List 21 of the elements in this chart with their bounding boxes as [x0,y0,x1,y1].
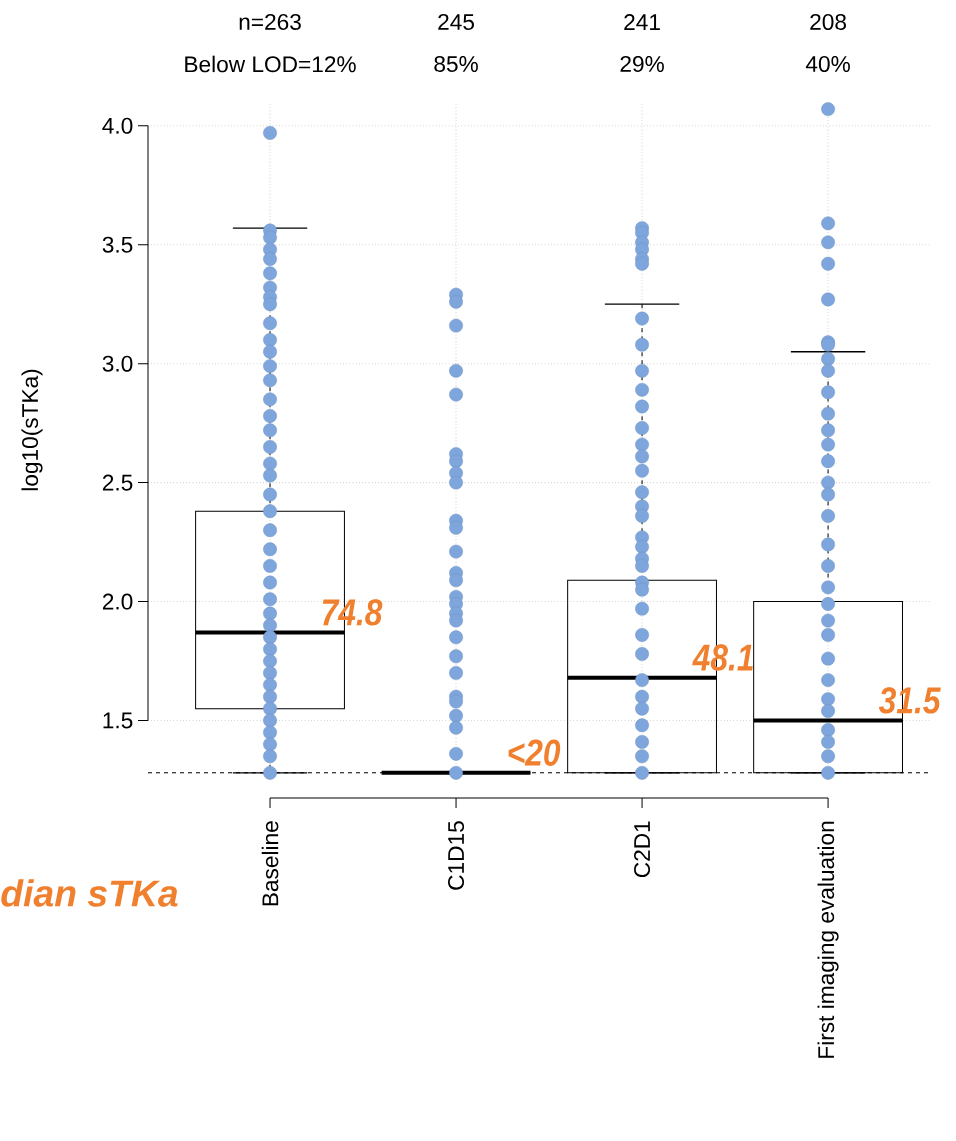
y-tick-label: 4.0 [102,117,133,134]
text: dian sTKa [1,879,178,907]
y-tick-label: 1.5 [103,712,133,729]
annotation: <20 [508,739,561,766]
text: 85% [434,55,478,73]
x-tick-label: First imaging evaluation [817,821,839,1058]
text: 241 [624,14,660,30]
text: n=263 [239,13,301,31]
text: 245 [438,13,474,31]
text: 29% [620,55,664,73]
x-tick-label: Baseline [261,821,279,906]
x-tick-label: C1D15 [448,821,465,890]
text: 208 [810,13,846,31]
y-tick-label: 2.0 [102,593,133,610]
text: 40% [805,55,850,73]
y-axis-title: log10(sTKa) [21,369,43,491]
y-tick-label: 2.5 [102,474,133,491]
text: Below LOD=12% [185,55,356,73]
x-tick-label: C2D1 [634,821,651,878]
y-tick-label: 3.0 [102,355,133,372]
y-tick-label: 3.5 [102,236,133,253]
